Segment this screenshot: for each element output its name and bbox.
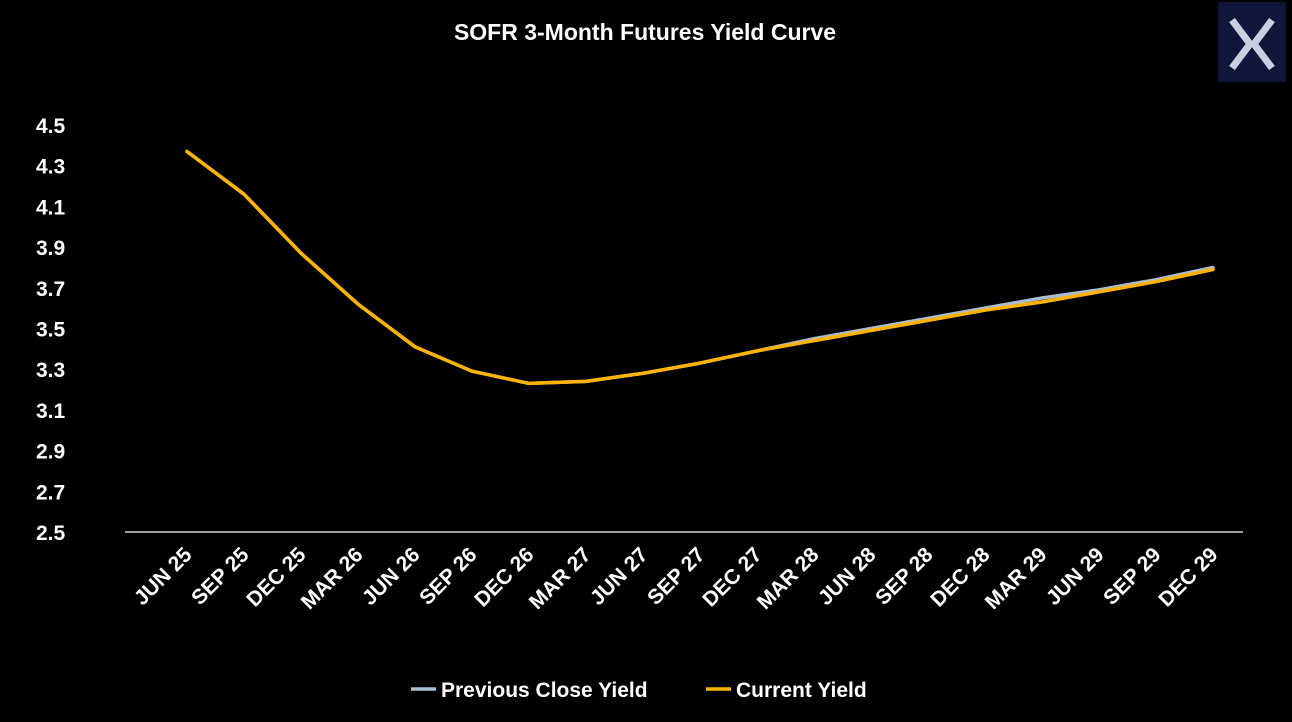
chart-title: SOFR 3-Month Futures Yield Curve (454, 19, 836, 45)
x-tick-label: SEP 27 (643, 543, 709, 609)
x-tick-label: MAR 27 (525, 543, 596, 614)
x-tick-label: JUN 28 (814, 543, 881, 610)
x-tick-label: JUN 26 (358, 543, 425, 610)
x-tick-label: JUN 29 (1042, 543, 1109, 610)
series-line-previous-close-yield (185, 149, 1215, 386)
y-tick-label: 4.3 (36, 156, 65, 179)
y-tick-label: 3.1 (36, 400, 66, 423)
x-tick-label: DEC 29 (1154, 543, 1222, 611)
y-tick-label: 3.7 (36, 278, 65, 301)
x-tick-label: SEP 28 (871, 543, 938, 610)
x-tick-label: MAR 28 (753, 543, 824, 614)
x-tick-label: JUN 27 (586, 543, 653, 610)
legend: Previous Close Yield Current Yield (411, 679, 867, 702)
y-tick-label: 4.5 (36, 115, 66, 138)
x-tick-label: SEP 26 (415, 543, 481, 609)
x-tick-label: MAR 29 (981, 543, 1052, 614)
y-tick-label: 2.9 (36, 441, 65, 464)
series-line-current-yield (185, 149, 1215, 386)
x-tick-label: SEP 25 (187, 543, 254, 610)
y-tick-label: 2.5 (36, 522, 66, 545)
legend-label: Previous Close Yield (441, 679, 648, 702)
x-logo-icon (1218, 2, 1286, 82)
y-tick-label: 3.5 (36, 319, 66, 342)
y-tick-label: 3.3 (36, 359, 65, 382)
y-axis-ticks: 2.5 2.7 2.9 3.1 3.3 3.5 3.7 3.9 4.1 4.3 4.5 (36, 115, 66, 545)
y-tick-label: 3.9 (36, 237, 65, 260)
x-tick-label: MAR 26 (297, 543, 368, 614)
legend-label: Current Yield (736, 679, 867, 702)
x-tick-label: SEP 29 (1099, 543, 1165, 609)
series-lines (185, 149, 1215, 386)
y-tick-label: 2.7 (36, 481, 65, 504)
x-tick-label: JUN 25 (130, 543, 197, 610)
y-tick-label: 4.1 (36, 196, 66, 219)
